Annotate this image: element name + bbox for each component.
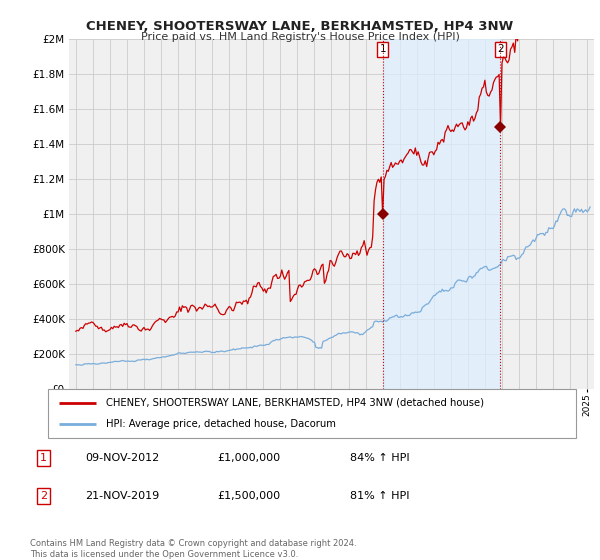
Text: Contains HM Land Registry data © Crown copyright and database right 2024.
This d: Contains HM Land Registry data © Crown c… [30,539,356,559]
Bar [383,39,500,389]
Text: Price paid vs. HM Land Registry's House Price Index (HPI): Price paid vs. HM Land Registry's House … [140,32,460,43]
Text: 2: 2 [40,491,47,501]
Text: CHENEY, SHOOTERSWAY LANE, BERKHAMSTED, HP4 3NW: CHENEY, SHOOTERSWAY LANE, BERKHAMSTED, H… [86,20,514,32]
Text: £1,500,000: £1,500,000 [218,491,281,501]
Text: 2: 2 [497,44,503,54]
Text: CHENEY, SHOOTERSWAY LANE, BERKHAMSTED, HP4 3NW (detached house): CHENEY, SHOOTERSWAY LANE, BERKHAMSTED, H… [106,398,484,408]
Text: 09-NOV-2012: 09-NOV-2012 [85,452,160,463]
Text: £1,000,000: £1,000,000 [218,452,281,463]
Text: 1: 1 [40,452,47,463]
Text: HPI: Average price, detached house, Dacorum: HPI: Average price, detached house, Daco… [106,419,336,430]
Text: 84% ↑ HPI: 84% ↑ HPI [350,452,410,463]
Text: 1: 1 [379,44,386,54]
Text: 21-NOV-2019: 21-NOV-2019 [85,491,160,501]
Text: 81% ↑ HPI: 81% ↑ HPI [350,491,410,501]
